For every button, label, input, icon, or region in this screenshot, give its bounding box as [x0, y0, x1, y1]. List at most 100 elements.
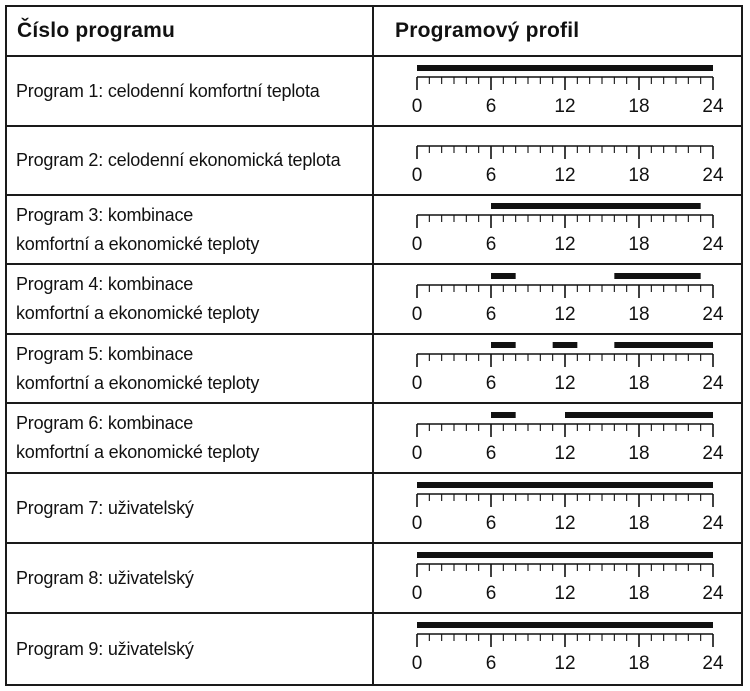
program-profile-cell: 0 6 12 18 24 — [374, 474, 743, 542]
hour-tick-label: 12 — [554, 234, 575, 255]
hour-tick-label: 0 — [412, 653, 423, 674]
hour-tick-label: 12 — [554, 373, 575, 394]
hour-tick-label: 6 — [486, 96, 497, 117]
program-timeline: 0 6 12 18 24 — [412, 273, 724, 325]
comfort-period-bar — [491, 203, 701, 209]
hour-tick-label: 0 — [412, 583, 423, 604]
hour-tick-label: 18 — [628, 653, 649, 674]
hour-tick-label: 24 — [702, 513, 724, 534]
hour-tick-label: 12 — [554, 443, 575, 464]
program-label-cell: Program 5: kombinace komfortní a ekonomi… — [16, 335, 366, 402]
table-row: Program 6: kombinace komfortní a ekonomi… — [7, 404, 741, 474]
hour-tick-label: 6 — [486, 653, 497, 674]
hour-tick-label: 24 — [702, 234, 724, 255]
hour-tick-label: 12 — [554, 653, 575, 674]
program-label: Program 4: kombinace komfortní a ekonomi… — [16, 274, 260, 323]
program-label: Program 7: uživatelský — [16, 497, 194, 518]
comfort-period-bar — [417, 482, 713, 488]
hour-tick-label: 18 — [628, 373, 649, 394]
hour-tick-label: 0 — [412, 373, 423, 394]
hour-tick-label: 18 — [628, 304, 649, 325]
table-row: Program 1: celodenní komfortní teplota 0 6… — [7, 57, 741, 127]
program-label-cell: Program 2: celodenní ekonomická teplota — [16, 127, 366, 194]
hour-tick-label: 24 — [702, 373, 724, 394]
program-timeline: 0 6 12 18 24 — [412, 65, 724, 117]
comfort-period-bar — [614, 342, 713, 348]
hour-tick-label: 12 — [554, 513, 575, 534]
program-label-cell: Program 3: kombinace komfortní a ekonomi… — [16, 196, 366, 263]
program-timeline: 0 6 12 18 24 — [412, 482, 724, 534]
comfort-period-bar — [417, 552, 713, 558]
comfort-period-bar — [552, 342, 578, 348]
hour-tick-label: 24 — [702, 653, 724, 674]
header-program-number: Číslo programu — [17, 19, 175, 42]
hour-tick-label: 18 — [628, 583, 649, 604]
program-timeline: 0 6 12 18 24 — [412, 342, 724, 394]
program-label-cell: Program 8: uživatelský — [16, 544, 366, 612]
hour-tick-label: 18 — [628, 234, 649, 255]
program-profile-cell: 0 6 12 18 24 — [374, 265, 743, 333]
hour-tick-label: 24 — [702, 96, 724, 117]
hour-tick-label: 24 — [702, 165, 724, 186]
program-profile-cell: 0 6 12 18 24 — [374, 335, 743, 402]
program-profile-cell: 0 6 12 18 24 — [374, 404, 743, 472]
table-row: Program 3: kombinace komfortní a ekonomi… — [7, 196, 741, 265]
hour-tick-label: 0 — [412, 443, 423, 464]
hour-tick-label: 0 — [412, 165, 423, 186]
table-row: Program 9: uživatelský 0 6 12 18 24 — [7, 614, 741, 684]
program-label: Program 8: uživatelský — [16, 567, 194, 588]
program-label-cell: Program 9: uživatelský — [16, 614, 366, 684]
comfort-period-bar — [417, 622, 713, 628]
program-label: Program 3: kombinace komfortní a ekonomi… — [16, 204, 260, 254]
hour-tick-label: 18 — [628, 165, 649, 186]
program-label-cell: Program 1: celodenní komfortní teplota — [16, 57, 366, 125]
program-label: Program 9: uživatelský — [16, 638, 194, 659]
hour-tick-label: 12 — [554, 96, 575, 117]
hour-tick-label: 18 — [628, 96, 649, 117]
comfort-period-bar — [491, 342, 516, 348]
program-profile-cell: 0 6 12 18 24 — [374, 614, 743, 684]
hour-tick-label: 24 — [702, 583, 724, 604]
hour-tick-label: 6 — [486, 513, 497, 534]
program-label-cell: Program 7: uživatelský — [16, 474, 366, 542]
program-table: Číslo programu Programový profil Program… — [5, 5, 743, 686]
hour-tick-label: 6 — [486, 373, 497, 394]
hour-tick-label: 0 — [412, 96, 423, 117]
program-label-cell: Program 4: kombinace komfortní a ekonomi… — [16, 265, 366, 333]
comfort-period-bar — [491, 273, 516, 279]
hour-tick-label: 0 — [412, 304, 423, 325]
hour-tick-label: 18 — [628, 443, 649, 464]
table-row: Program 8: uživatelský 0 6 12 18 24 — [7, 544, 741, 614]
program-profile-cell: 0 6 12 18 24 — [374, 196, 743, 263]
hour-tick-label: 24 — [702, 443, 724, 464]
program-timeline: 0 6 12 18 24 — [412, 145, 724, 186]
hour-tick-label: 12 — [554, 583, 575, 604]
program-timeline: 0 6 12 18 24 — [412, 552, 724, 604]
program-timeline: 0 6 12 18 24 — [412, 622, 724, 674]
table-row: Program 2: celodenní ekonomická teplota 0… — [7, 127, 741, 196]
hour-tick-label: 0 — [412, 513, 423, 534]
hour-tick-label: 6 — [486, 304, 497, 325]
header-program-profile: Programový profil — [395, 19, 580, 42]
hour-tick-label: 24 — [702, 304, 724, 325]
hour-tick-label: 18 — [628, 513, 649, 534]
table-row: Program 4: kombinace komfortní a ekonomi… — [7, 265, 741, 335]
table-header: Číslo programu Programový profil — [7, 7, 741, 57]
comfort-period-bar — [614, 273, 701, 279]
comfort-period-bar — [417, 65, 713, 71]
program-label-cell: Program 6: kombinace komfortní a ekonomi… — [16, 404, 366, 472]
program-label: Program 6: kombinace komfortní a ekonomi… — [16, 413, 260, 462]
hour-tick-label: 6 — [486, 443, 497, 464]
program-profile-cell: 0 6 12 18 24 — [374, 127, 743, 194]
comfort-period-bar — [491, 412, 516, 418]
program-label: Program 5: kombinace komfortní a ekonomi… — [16, 343, 260, 393]
hour-tick-label: 12 — [554, 165, 575, 186]
program-label: Program 1: celodenní komfortní teplota — [16, 80, 320, 101]
comfort-period-bar — [565, 412, 713, 418]
hour-tick-label: 0 — [412, 234, 423, 255]
program-label: Program 2: celodenní ekonomická teplota — [16, 150, 341, 170]
hour-tick-label: 6 — [486, 234, 497, 255]
program-timeline: 0 6 12 18 24 — [412, 412, 724, 464]
column-divider — [372, 7, 374, 684]
hour-tick-label: 6 — [486, 583, 497, 604]
